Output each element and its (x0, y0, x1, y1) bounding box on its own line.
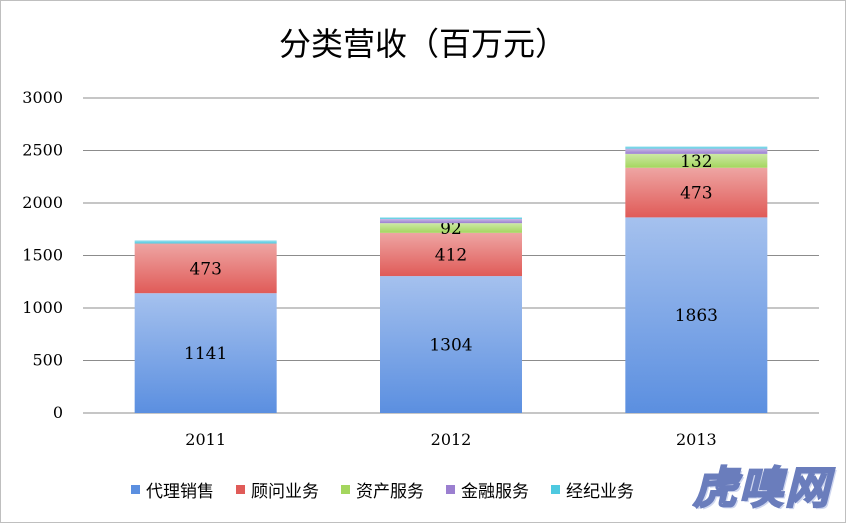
bar-segment (380, 276, 522, 413)
y-tick-label: 1000 (22, 298, 63, 317)
bar-segment (380, 232, 522, 277)
legend-swatch (341, 485, 350, 494)
y-tick-label: 1500 (22, 246, 63, 265)
x-tick-label: 2013 (676, 430, 717, 449)
bar-segment (134, 240, 277, 244)
legend-label: 金融服务 (461, 482, 529, 502)
bar-segment (625, 217, 768, 413)
x-tick-label: 2011 (185, 430, 226, 449)
bar-segment (380, 218, 522, 224)
bar-segment (134, 293, 277, 413)
data-label: 132 (680, 152, 712, 172)
legend-label: 经纪业务 (566, 482, 634, 502)
bar-segment (380, 217, 522, 219)
legend-swatch (551, 485, 560, 494)
y-tick-label: 500 (32, 351, 63, 370)
bar-segment (380, 223, 522, 233)
legend-item: 顾问业务 (236, 477, 319, 502)
legend: 代理销售 顾问业务 资产服务 金融服务 经纪业务 (131, 477, 634, 502)
bar-segment (625, 153, 768, 168)
legend-swatch (131, 485, 140, 494)
y-tick-label: 2000 (22, 193, 63, 212)
legend-swatch (446, 485, 455, 494)
data-label: 1863 (675, 306, 718, 326)
data-label: 473 (189, 259, 221, 279)
legend-item: 资产服务 (341, 477, 424, 502)
data-label: 92 (440, 219, 462, 239)
legend-label: 资产服务 (356, 482, 424, 502)
legend-item: 经纪业务 (551, 477, 634, 502)
legend-item: 金融服务 (446, 477, 529, 502)
y-tick-label: 0 (53, 403, 63, 422)
x-tick-label: 2012 (431, 430, 472, 449)
y-tick-label: 3000 (22, 88, 63, 107)
bar-segment (625, 167, 768, 218)
data-label: 412 (435, 245, 467, 265)
bar-segment (134, 243, 277, 294)
bar-segment (625, 148, 768, 154)
legend-label: 代理销售 (146, 482, 214, 502)
legend-label: 顾问业务 (251, 482, 319, 502)
chart-title: 分类营收（百万元） (278, 25, 567, 63)
legend-item: 代理销售 (131, 477, 214, 502)
bar-segment (625, 146, 768, 149)
plot-area: 0 500 1000 1500 2000 2500 3000 1141 473 2011 1304 4… (22, 88, 819, 449)
y-tick-label: 2500 (22, 141, 63, 160)
data-label: 1304 (429, 336, 472, 356)
data-label: 1141 (184, 344, 227, 364)
watermark-logo: 虎嗅网 (692, 462, 831, 515)
legend-swatch (236, 485, 245, 494)
data-label: 473 (680, 184, 712, 204)
